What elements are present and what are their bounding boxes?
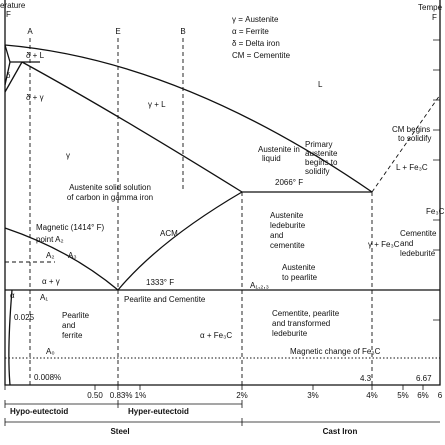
label: and	[400, 239, 413, 248]
label: Austenite solid solution	[69, 183, 151, 192]
label: E	[115, 27, 120, 36]
label: α	[10, 291, 15, 300]
label: 6%	[417, 391, 429, 400]
label: Primary	[305, 140, 333, 149]
label: ledeburite	[272, 329, 308, 338]
label: ACM	[160, 229, 178, 238]
diagram-lines	[4, 0, 441, 426]
label: cementite	[270, 241, 305, 250]
label: Austenite in	[258, 145, 300, 154]
label: Steel	[110, 427, 129, 436]
label: 0.025	[14, 313, 35, 322]
label: Austenite	[282, 263, 316, 272]
label: Hypo-eutectoid	[10, 407, 68, 416]
label: 5%	[397, 391, 409, 400]
label: α + Fe₃C	[200, 331, 232, 340]
label: begins to	[305, 158, 338, 167]
label: Cast Iron	[323, 427, 358, 436]
label: ferrite	[62, 331, 83, 340]
label: α + γ	[42, 277, 60, 286]
label: L + Fe₃C	[396, 163, 428, 172]
label: A₂	[46, 251, 54, 260]
label: δ	[6, 71, 11, 80]
label: to pearlite	[282, 273, 318, 282]
label: A₀	[46, 347, 55, 356]
label: δ + L	[26, 51, 45, 60]
label: 1333° F	[146, 278, 174, 287]
label: liquid	[262, 154, 281, 163]
label: δ = Delta iron	[232, 39, 280, 48]
label: austenite	[305, 149, 338, 158]
label: CM begins	[392, 125, 430, 134]
label: B	[180, 27, 185, 36]
label: of carbon in gamma iron	[67, 193, 153, 202]
label: and	[62, 321, 75, 330]
label: A₃	[68, 251, 77, 260]
label: and transformed	[272, 319, 330, 328]
label: γ	[66, 151, 70, 160]
label: γ + Fe₃C	[368, 240, 400, 249]
label: 0.008%	[34, 373, 61, 382]
label: 4%	[366, 391, 378, 400]
label: CM = Cementite	[232, 51, 291, 60]
label: Fe₃C	[426, 207, 445, 216]
label: 3%	[307, 391, 319, 400]
label: ledeburite	[400, 249, 436, 258]
label: A₁	[40, 293, 48, 302]
label: γ = Austenite	[232, 15, 279, 24]
label: 6	[438, 391, 443, 400]
label: Magnetic change of Fe₃C	[290, 347, 381, 356]
label: α = Ferrite	[232, 27, 269, 36]
label: ledeburite	[270, 221, 306, 230]
label: A	[27, 27, 33, 36]
label: 0.83% 1%	[110, 391, 146, 400]
label: Cementite, pearlite	[272, 309, 340, 318]
label: point A₂	[36, 235, 64, 244]
label: δ + γ	[26, 93, 44, 102]
label: erature	[0, 1, 26, 10]
label: Tempe	[418, 3, 443, 12]
label: Austenite	[270, 211, 304, 220]
label: solidify	[305, 167, 329, 176]
label: Cementite	[400, 229, 437, 238]
label: F	[432, 13, 437, 22]
label: 2%	[236, 391, 248, 400]
label: γ + L	[148, 100, 166, 109]
label: Magnetic (1414° F)	[36, 223, 104, 232]
label: Pearlite and Cementite	[124, 295, 206, 304]
label: F	[6, 10, 11, 19]
label: 0.50	[87, 391, 103, 400]
label: to solidify	[398, 134, 431, 143]
label: and	[270, 231, 283, 240]
label: 4.3	[360, 374, 372, 383]
label: 2066° F	[275, 178, 303, 187]
label: L	[318, 80, 323, 89]
label: Pearlite	[62, 311, 90, 320]
label: 6.67	[416, 374, 432, 383]
label: A₁,₂,₃	[250, 281, 269, 290]
label: Hyper-eutectoid	[128, 407, 189, 416]
